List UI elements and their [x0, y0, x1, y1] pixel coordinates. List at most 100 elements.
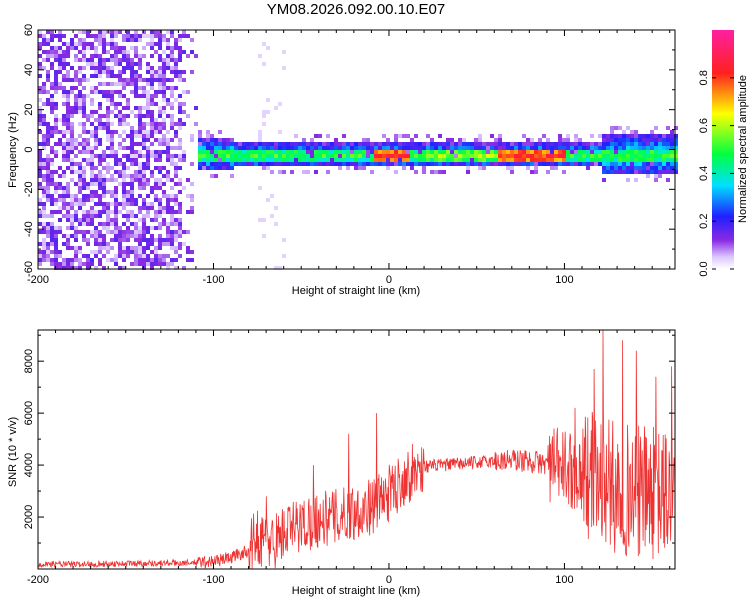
spectrogram-cell	[58, 82, 62, 86]
spectrogram-cell	[70, 202, 74, 206]
spectrogram-cell	[86, 194, 90, 198]
spectrogram-cell	[258, 138, 262, 142]
spectrogram-cell	[114, 154, 118, 158]
spectrogram-cell	[114, 238, 118, 242]
spectrogram-cell	[654, 166, 658, 170]
spectrogram-cell	[118, 230, 122, 234]
spectrogram-cell	[370, 142, 374, 146]
spectrogram-cell	[50, 34, 54, 38]
spectrogram-cell	[126, 202, 130, 206]
spectrogram-cell	[154, 254, 158, 258]
spectrogram-cell	[162, 242, 166, 246]
spectrogram-cell	[146, 214, 150, 218]
spectrogram-cell	[450, 158, 454, 162]
spectrogram-cell	[106, 222, 110, 226]
spectrogram-cell	[106, 202, 110, 206]
spectrogram-cell	[534, 158, 538, 162]
spectrogram-cell	[298, 150, 302, 154]
spectrogram-cell	[50, 194, 54, 198]
spectrogram-cell	[334, 138, 338, 142]
spectrogram-cell	[62, 62, 66, 66]
spectrogram-cell	[610, 158, 614, 162]
spectrogram-cell	[246, 158, 250, 162]
spectrogram-cell	[366, 146, 370, 150]
spectrogram-cell	[302, 170, 306, 174]
spectrogram-cell	[262, 218, 266, 222]
spectrogram-cell	[566, 154, 570, 158]
spectrogram-cell	[170, 222, 174, 226]
spectrogram-cell	[170, 94, 174, 98]
spectrogram-cell	[170, 86, 174, 90]
spectrogram-cell	[98, 114, 102, 118]
spectrogram-cell	[46, 158, 50, 162]
spectrogram-cell	[114, 206, 118, 210]
spectrogram-cell	[138, 254, 142, 258]
spectrogram-cell	[46, 162, 50, 166]
spectrogram-cell	[50, 242, 54, 246]
spectrogram-cell	[646, 162, 650, 166]
spectrogram-cell	[134, 78, 138, 82]
spectrogram-cell	[50, 62, 54, 66]
spectrogram-cell	[206, 150, 210, 154]
spectrogram-cell	[62, 150, 66, 154]
spectrogram-cell	[90, 178, 94, 182]
spectrogram-cell	[194, 54, 198, 58]
spectrogram-cell	[122, 178, 126, 182]
spectrogram-cell	[406, 134, 410, 138]
spectrogram-cell	[218, 154, 222, 158]
spectrogram-cell	[178, 70, 182, 74]
spectrogram-cell	[158, 150, 162, 154]
spectrogram-cell	[70, 78, 74, 82]
spectrogram-cell	[670, 154, 674, 158]
spectrogram-cell	[106, 218, 110, 222]
spectrogram-cell	[74, 34, 78, 38]
spectrogram-cell	[162, 74, 166, 78]
spectrogram-cell	[346, 150, 350, 154]
spectrogram-cell	[142, 130, 146, 134]
spectrogram-cell	[82, 58, 86, 62]
spectrogram-cell	[106, 66, 110, 70]
spectrogram-cell	[158, 38, 162, 42]
spectrogram-cell	[106, 242, 110, 246]
spectrogram-cell	[446, 150, 450, 154]
spectrogram-cell	[122, 214, 126, 218]
spectrogram-cell	[570, 150, 574, 154]
spectrogram-cell	[142, 226, 146, 230]
spectrogram-cell	[134, 250, 138, 254]
spectrogram-cell	[574, 138, 578, 142]
spectrogram-cell	[230, 142, 234, 146]
spectrogram-cell	[130, 186, 134, 190]
spectrogram-cell	[370, 158, 374, 162]
spectrogram-cell	[638, 134, 642, 138]
spectrogram-cell	[394, 158, 398, 162]
spectrogram-cell	[278, 102, 282, 106]
spectrogram-cell	[646, 146, 650, 150]
spectrogram-cell	[138, 238, 142, 242]
spectrogram-cell	[202, 146, 206, 150]
spectrogram-cell	[226, 162, 230, 166]
spectrogram-cell	[62, 102, 66, 106]
spectrogram-cell	[50, 162, 54, 166]
spectrogram-cell	[62, 186, 66, 190]
spectrogram-cell	[314, 170, 318, 174]
spectrogram-cell	[578, 162, 582, 166]
spectrogram-cell	[158, 214, 162, 218]
spectrogram-cell	[258, 218, 262, 222]
spectrogram-cell	[110, 130, 114, 134]
spectrogram-cell	[178, 102, 182, 106]
spectrogram-cell	[422, 166, 426, 170]
spectrogram-cell	[114, 214, 118, 218]
spectrogram-cell	[58, 86, 62, 90]
spectrogram-cell	[50, 182, 54, 186]
spectrogram-cell	[122, 198, 126, 202]
spectrogram-cell	[62, 234, 66, 238]
spectrogram-cell	[474, 142, 478, 146]
spectrogram-cell	[418, 142, 422, 146]
spectrogram-cell	[178, 166, 182, 170]
spectrogram-cell	[82, 138, 86, 142]
spectrogram-cell	[38, 162, 42, 166]
spectrogram-cell	[150, 206, 154, 210]
spectrogram-cell	[654, 170, 658, 174]
spectrogram-cell	[86, 186, 90, 190]
spectrogram-cell	[114, 74, 118, 78]
